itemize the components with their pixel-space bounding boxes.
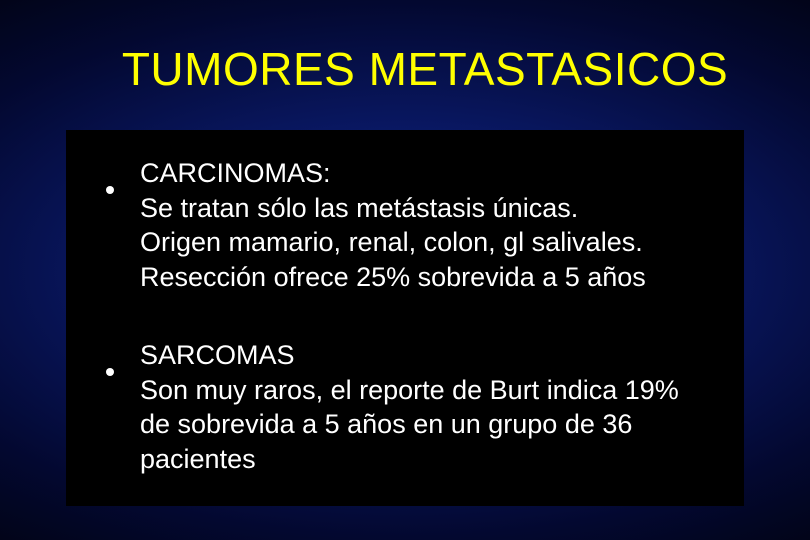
bullet-marker-icon [106, 156, 140, 294]
slide-title: TUMORES METASTASICOS [100, 42, 750, 96]
bullet-line: Origen mamario, renal, colon, gl salival… [140, 225, 714, 260]
bullet-line: Resección ofrece 25% sobrevida a 5 años [140, 260, 714, 295]
bullet-text: CARCINOMAS: Se tratan sólo las metástasi… [140, 156, 714, 294]
bullet-line: Son muy raros, el reporte de Burt indica… [140, 373, 714, 477]
bullet-item: CARCINOMAS: Se tratan sólo las metástasi… [106, 156, 714, 294]
bullet-heading: CARCINOMAS: [140, 156, 714, 191]
bullet-marker-icon [106, 338, 140, 476]
slide: TUMORES METASTASICOS CARCINOMAS: Se trat… [0, 0, 810, 540]
bullet-text: SARCOMAS Son muy raros, el reporte de Bu… [140, 338, 714, 476]
bullet-heading: SARCOMAS [140, 338, 714, 373]
bullet-line: Se tratan sólo las metástasis únicas. [140, 191, 714, 226]
slide-content: CARCINOMAS: Se tratan sólo las metástasi… [66, 130, 744, 506]
bullet-item: SARCOMAS Son muy raros, el reporte de Bu… [106, 338, 714, 476]
